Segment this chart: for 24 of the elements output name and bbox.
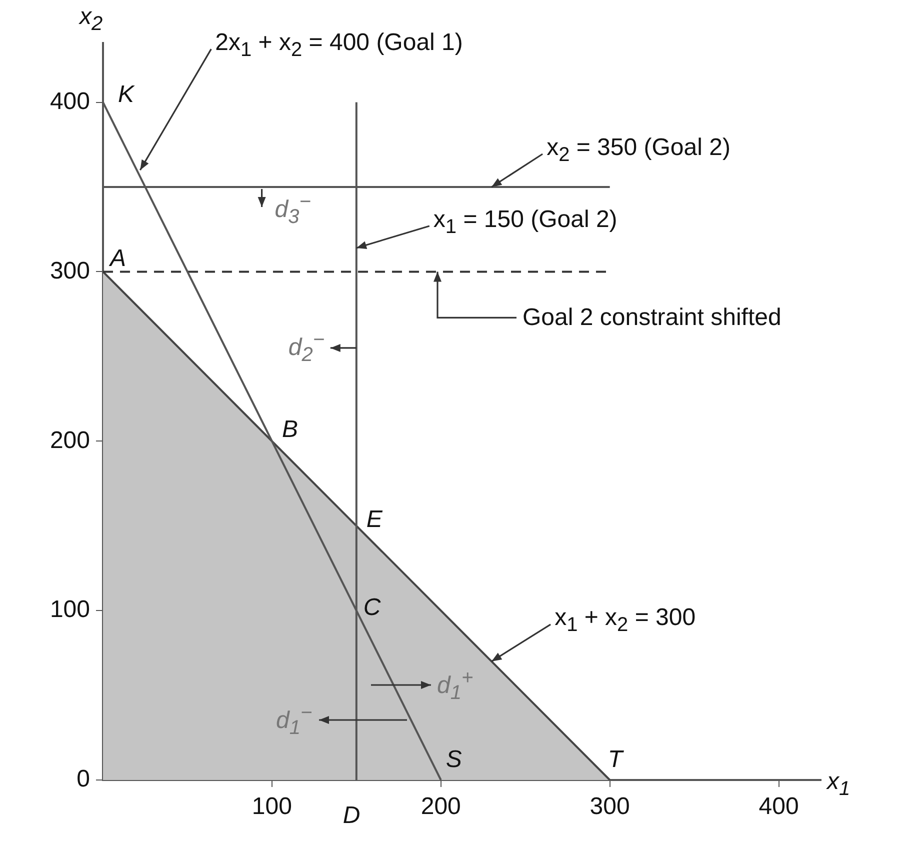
- x-tick-label: 200: [420, 793, 461, 820]
- annotation: B: [282, 416, 298, 444]
- y-tick-label: 300: [50, 257, 90, 284]
- y-tick-label: 0: [76, 766, 90, 793]
- x-tick-label: 100: [252, 793, 292, 820]
- annotation: S: [446, 746, 462, 773]
- annotation: 2x$_{1}$ + x$_{2}$ = 400 (Goal 1): [215, 28, 463, 60]
- x-tick-label: 400: [758, 793, 799, 820]
- annotation: T: [608, 746, 622, 773]
- y-tick-label: 400: [50, 88, 90, 115]
- annotation: x$_{1}$ = 150 (Goal 2): [433, 206, 618, 238]
- y-axis-title: x$_{2}$: [80, 2, 103, 34]
- y-tick-label: 200: [50, 426, 90, 454]
- annotation: C: [363, 594, 381, 621]
- annotation: Goal 2 constraint shifted: [522, 304, 782, 331]
- annotation: A: [110, 244, 126, 272]
- y-tick-label: 100: [50, 596, 90, 624]
- annotation: x$_{2}$ = 350 (Goal 2): [546, 134, 730, 166]
- annotation: E: [366, 506, 382, 533]
- annotation: D: [342, 802, 360, 829]
- annotation: K: [118, 81, 134, 108]
- x-axis-title: x$_{1}$: [827, 768, 850, 800]
- annotation: x$_{1}$ + x$_{2}$ = 300: [554, 604, 696, 636]
- x-tick-label: 300: [590, 793, 630, 820]
